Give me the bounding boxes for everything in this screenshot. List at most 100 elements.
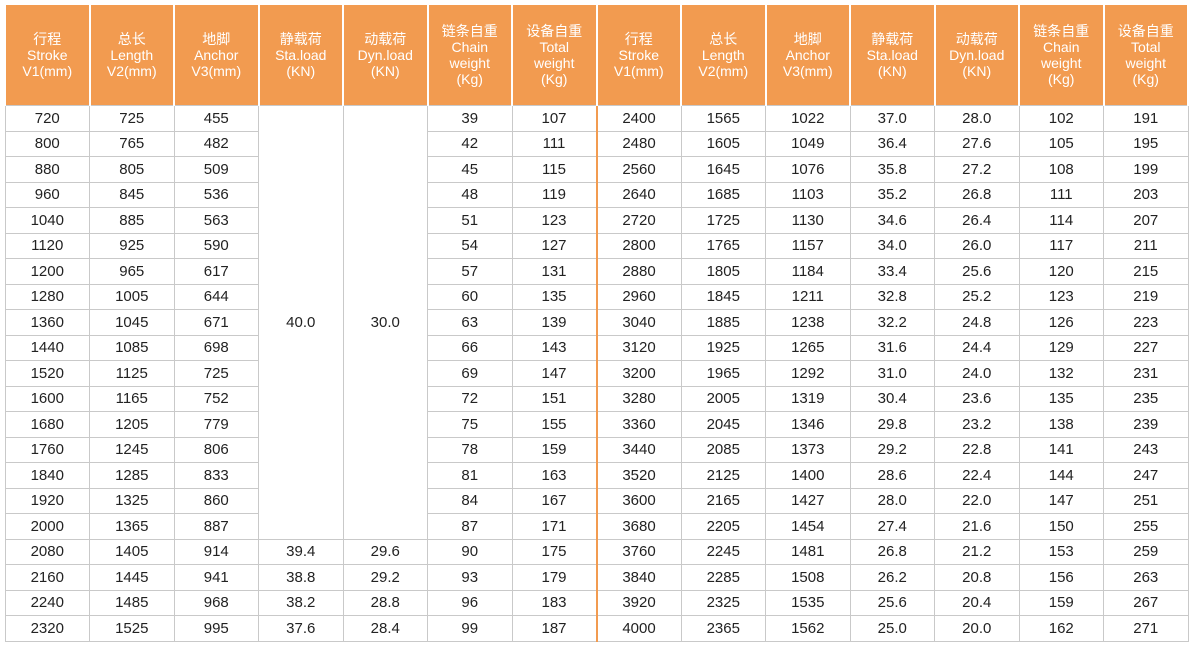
- cell: 42: [427, 130, 513, 157]
- cell: 2000: [4, 513, 90, 540]
- header-cell: 静载荷 Sta.load (KN): [849, 5, 936, 106]
- header-cell: 动载荷 Dyn.load (KN): [933, 5, 1020, 106]
- header-line: Anchor: [785, 47, 830, 63]
- cell: 2125: [680, 462, 766, 489]
- cell: 123: [1018, 283, 1104, 310]
- cell: 1965: [680, 360, 766, 387]
- cell: 183: [511, 589, 597, 616]
- cell: 21.6: [934, 513, 1020, 540]
- cell: 28.8: [342, 589, 428, 616]
- cell: 3840: [595, 564, 682, 591]
- cell: 1600: [4, 385, 90, 412]
- cell: 536: [173, 181, 259, 208]
- cell: 1319: [765, 385, 851, 412]
- cell: 28.4: [342, 615, 428, 642]
- cell: 199: [1103, 156, 1189, 183]
- cell: 2085: [680, 436, 766, 463]
- cell: 1130: [765, 207, 851, 234]
- cell: 207: [1103, 207, 1189, 234]
- cell: 117: [1018, 232, 1104, 259]
- cell: 215: [1103, 258, 1189, 285]
- cell: 31.0: [849, 360, 935, 387]
- cell: 25.6: [934, 258, 1020, 285]
- header-line: Dyn.load: [949, 47, 1005, 63]
- header-line: Sta.load: [866, 47, 918, 63]
- cell: 32.8: [849, 283, 935, 310]
- cell: 263: [1103, 564, 1189, 591]
- cell: 57: [427, 258, 513, 285]
- cell: 1245: [89, 436, 175, 463]
- cell: 1440: [4, 334, 90, 361]
- header-line: 静载荷: [279, 31, 322, 47]
- header-line: (KN): [370, 63, 400, 79]
- cell: 880: [4, 156, 90, 183]
- cell: 3120: [595, 334, 682, 361]
- cell: 1508: [765, 564, 851, 591]
- cell: 223: [1103, 309, 1189, 336]
- header-line: weight: [1125, 55, 1166, 71]
- cell: 39.4: [258, 538, 344, 565]
- cell: 29.8: [849, 411, 935, 438]
- header-cell: 链条自重 Chain weight (Kg): [426, 5, 513, 106]
- cell: 203: [1103, 181, 1189, 208]
- cell: 806: [173, 436, 259, 463]
- cell: 84: [427, 487, 513, 514]
- header-line: 设备自重: [526, 23, 583, 39]
- cell: 115: [511, 156, 597, 183]
- header-line: Stroke: [27, 47, 68, 63]
- cell: 1200: [4, 258, 90, 285]
- cell: 3440: [595, 436, 682, 463]
- cell: 20.0: [934, 615, 1020, 642]
- cell: 26.8: [849, 538, 935, 565]
- header-line: V1(mm): [22, 63, 73, 79]
- cell: 2960: [595, 283, 682, 310]
- cell: 219: [1103, 283, 1189, 310]
- header-line: (KN): [962, 63, 992, 79]
- cell: 159: [1018, 589, 1104, 616]
- header-line: V3(mm): [782, 63, 833, 79]
- cell: 211: [1103, 232, 1189, 259]
- cell: 81: [427, 462, 513, 489]
- cell: 2400: [595, 105, 682, 132]
- table-row: 2160 1445 941 38.8 29.2 93 179 3840 2285 1508 26.2…: [4, 564, 1189, 591]
- cell: 2005: [680, 385, 766, 412]
- cell: 29.2: [849, 436, 935, 463]
- cell: 27.4: [849, 513, 935, 540]
- header-line: 链条自重: [1033, 23, 1090, 39]
- cell: 102: [1018, 105, 1104, 132]
- cell: 1285: [89, 462, 175, 489]
- header-line: 动载荷: [364, 31, 407, 47]
- cell: 617: [173, 258, 259, 285]
- table-row: 2000 1365 887 87 171 3680 2205 1454 27.4 21.6 150 2…: [4, 513, 1189, 540]
- cell: 2205: [680, 513, 766, 540]
- cell: 644: [173, 283, 259, 310]
- table-row: 2320 1525 995 37.6 28.4 99 187 4000 2365 1562 25.0…: [4, 615, 1189, 642]
- cell: 1365: [89, 513, 175, 540]
- table-row: 1120 925 590 54 127 2800 1765 1157 34.0 26.0 117 21…: [4, 232, 1189, 259]
- cell: 752: [173, 385, 259, 412]
- cell: 251: [1103, 487, 1189, 514]
- cell: 1685: [680, 181, 766, 208]
- cell: 129: [1018, 334, 1104, 361]
- cell: 925: [89, 232, 175, 259]
- cell: 26.8: [934, 181, 1020, 208]
- cell: 765: [89, 130, 175, 157]
- cell: 111: [1018, 181, 1104, 208]
- cell: 25.2: [934, 283, 1020, 310]
- cell: 725: [89, 105, 175, 132]
- cell: 1076: [765, 156, 851, 183]
- cell: 4000: [595, 615, 682, 642]
- header-line: (Kg): [456, 71, 483, 87]
- header-line: weight: [534, 55, 575, 71]
- table-row: 1440 1085 698 66 143 3120 1925 1265 31.6 24.4 129 2…: [4, 334, 1189, 361]
- table-row: 720 725 455 40.0 30.0 39 107 2400 1565 1022 37.0 28…: [4, 105, 1189, 540]
- header-line: (Kg): [1048, 71, 1075, 87]
- cell: 2165: [680, 487, 766, 514]
- cell: 1280: [4, 283, 90, 310]
- header-cell: 地脚 Anchor V3(mm): [173, 5, 260, 106]
- cell: 2045: [680, 411, 766, 438]
- cell: 30.0: [342, 105, 428, 540]
- cell: 885: [89, 207, 175, 234]
- cell: 1045: [89, 309, 175, 336]
- cell: 720: [4, 105, 90, 132]
